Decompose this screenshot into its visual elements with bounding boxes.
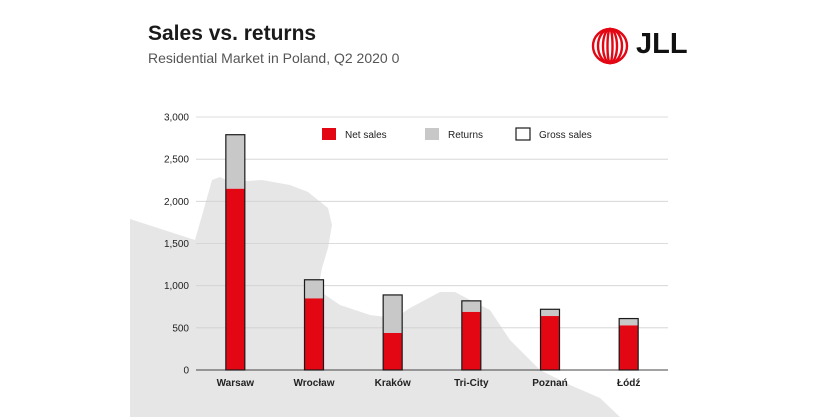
x-category-label: Kraków (375, 378, 411, 389)
y-tick-label: 3,000 (164, 113, 189, 124)
legend-label-gross-sales: Gross sales (539, 130, 592, 141)
legend-swatch-gross-sales (515, 127, 531, 141)
y-tick-label: 1,500 (164, 239, 189, 250)
bar-net-sales (383, 332, 403, 370)
jll-logo-icon (591, 27, 629, 65)
bar-returns (540, 309, 560, 317)
y-tick-label: 0 (183, 366, 189, 377)
x-category-label: Warsaw (217, 378, 255, 389)
x-category-label: Tri-City (454, 378, 489, 389)
bar-returns (225, 134, 245, 189)
y-tick-label: 1,000 (164, 281, 189, 292)
y-tick-label: 500 (172, 323, 189, 334)
bar-gross-sales-outline (225, 134, 246, 371)
poland-map-silhouette (130, 177, 620, 417)
chart-title: Sales vs. returns (148, 22, 317, 45)
legend-swatch-returns (425, 128, 439, 140)
bar-gross-sales-outline (382, 294, 403, 371)
legend-label-net-sales: Net sales (345, 130, 387, 141)
bar-returns (383, 294, 403, 333)
bar-gross-sales-outline (461, 300, 482, 371)
bar-gross-sales-outline (303, 279, 325, 371)
bar-net-sales (225, 188, 245, 370)
x-category-label: Wrocław (294, 378, 335, 389)
bar-returns (461, 300, 481, 312)
x-category-label: Poznań (532, 378, 568, 389)
bar-net-sales (304, 298, 324, 370)
legend-swatch-net-sales (322, 128, 336, 140)
y-tick-label: 2,000 (164, 197, 189, 208)
bar-net-sales (540, 316, 560, 370)
bar-returns (619, 318, 639, 326)
x-category-label: Łódź (617, 378, 640, 389)
bar-net-sales (461, 311, 481, 370)
bar-gross-sales-outline (618, 317, 639, 371)
chart-subtitle: Residential Market in Poland, Q2 2020 0 (148, 50, 400, 66)
legend-label-returns: Returns (448, 130, 483, 141)
bar-net-sales (619, 325, 639, 370)
bar-gross-sales-outline (539, 308, 561, 371)
logo-wordmark: JLL (636, 28, 688, 60)
y-tick-label: 2,500 (164, 155, 189, 166)
bar-returns (304, 279, 324, 299)
legend: Net sales Returns Gross sales (322, 127, 592, 141)
